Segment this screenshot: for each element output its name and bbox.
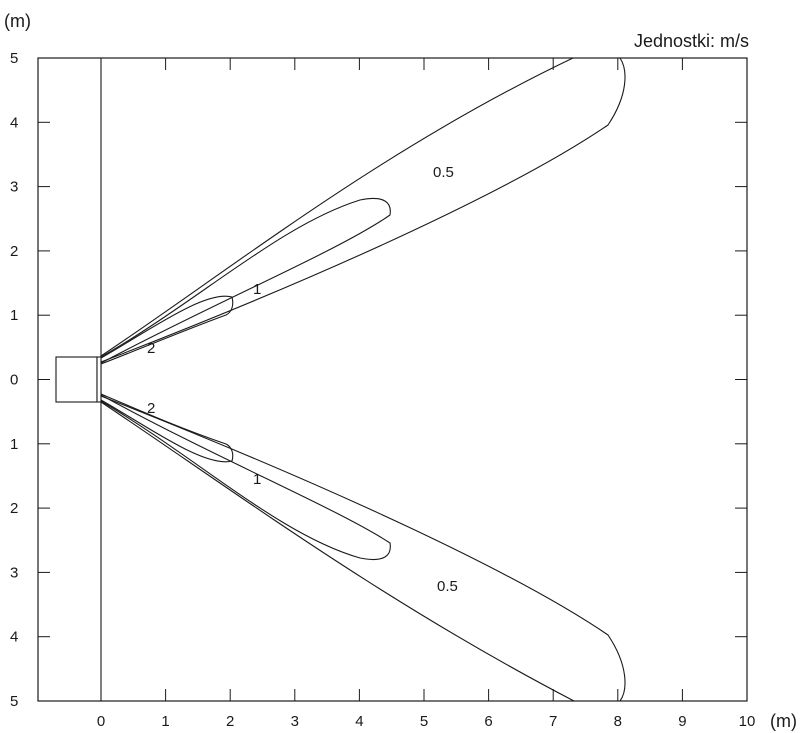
x-axis-unit: (m): [770, 711, 797, 731]
contour-label: 2: [147, 400, 155, 417]
y-tick-label: 3: [10, 564, 18, 581]
tick-marks: [38, 57, 748, 702]
plot-frame: [37, 57, 748, 702]
y-tick-label: 5: [10, 693, 18, 710]
y-tick-label: 0: [10, 372, 18, 389]
x-tick-label: 9: [678, 713, 686, 730]
contour-label: 0.5: [433, 164, 454, 181]
upper-contour-1: [100, 197, 391, 364]
upper-contour-2: [100, 295, 234, 365]
y-tick-label: 1: [10, 436, 18, 453]
x-tick-label: 8: [614, 713, 622, 730]
x-tick-label: 4: [355, 713, 363, 730]
x-tick-label: 2: [226, 713, 234, 730]
x-tick-label: 3: [291, 713, 299, 730]
x-tick-label: 0: [97, 713, 105, 730]
x-tick-label: 7: [549, 713, 557, 730]
x-tick-labels: 0 1 2 3 4 5 6 7 8 9 10: [97, 713, 756, 730]
y-tick-label: 2: [10, 243, 18, 260]
y-tick-label: 4: [10, 114, 18, 131]
contour-label: 1: [253, 281, 261, 298]
x-tick-label: 5: [420, 713, 428, 730]
air-outlet-unit: [55, 356, 102, 403]
y-tick-label: 5: [10, 50, 18, 67]
contour-label: 1: [253, 471, 261, 488]
x-tick-label: 6: [484, 713, 492, 730]
x-tick-label: 1: [161, 713, 169, 730]
contour-label: 2: [147, 340, 155, 357]
y-tick-label: 2: [10, 500, 18, 517]
contour-label: 0.5: [437, 578, 458, 595]
lower-contour-2: [100, 393, 234, 463]
x-tick-label: 10: [739, 713, 756, 730]
y-tick-label: 1: [10, 307, 18, 324]
units-note: Jednostki: m/s: [634, 31, 749, 51]
y-tick-label: 3: [10, 179, 18, 196]
lower-contour-0.5: [100, 395, 626, 702]
y-axis-unit: (m): [4, 11, 31, 31]
y-tick-label: 4: [10, 629, 18, 646]
lower-contour-1: [100, 394, 391, 561]
y-tick-labels: 5 4 3 2 1 0 1 2 3 4 5: [10, 50, 18, 710]
upper-contour-0.5: [100, 57, 626, 363]
